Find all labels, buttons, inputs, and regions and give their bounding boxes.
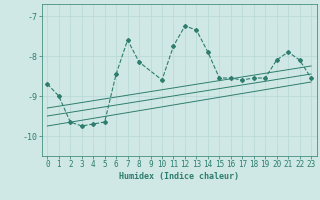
X-axis label: Humidex (Indice chaleur): Humidex (Indice chaleur) [119,172,239,181]
